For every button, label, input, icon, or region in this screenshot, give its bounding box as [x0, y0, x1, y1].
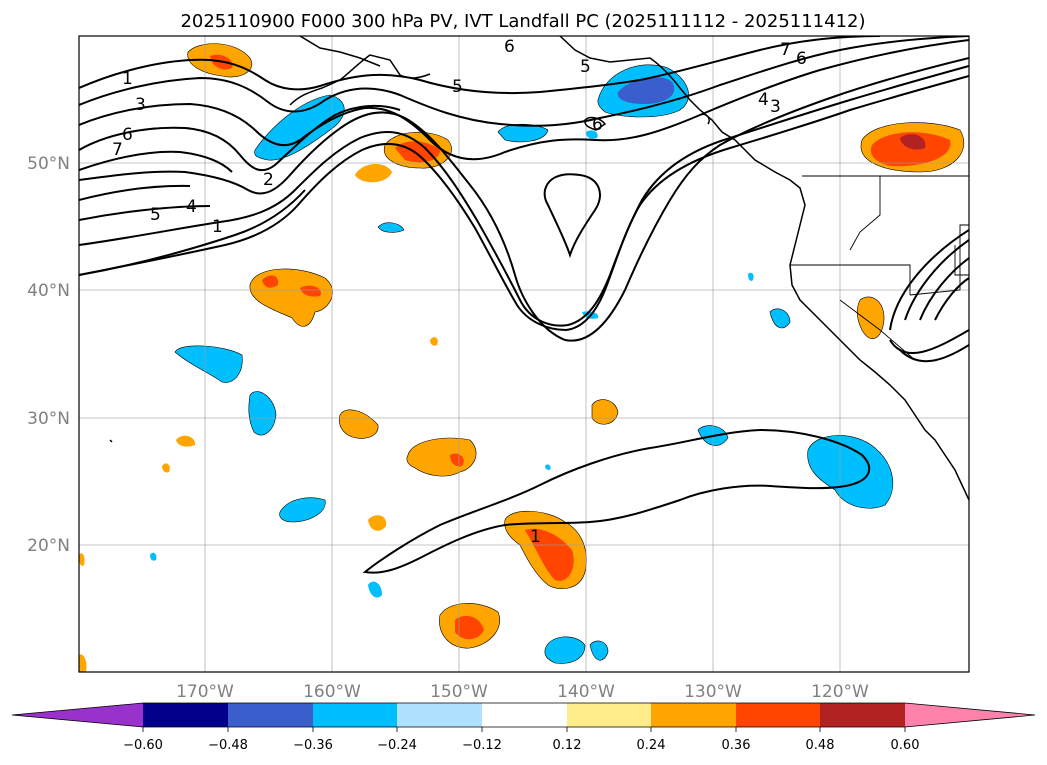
- contour-label: 6: [504, 37, 515, 57]
- colorbar-tick: −0.12: [462, 738, 502, 753]
- gridlines: [79, 36, 969, 672]
- contour-labels: 1 3 6 7 5 4 1 2 5 6 5 6 7 6 4 3 1: [112, 37, 807, 547]
- contour-label: 7: [112, 140, 123, 160]
- contour-label: 3: [770, 97, 781, 117]
- colorbar-segment: [313, 703, 397, 727]
- colorbar-tick: −0.36: [293, 738, 333, 753]
- colorbar-segment: [567, 703, 651, 727]
- colorbar-segment: [651, 703, 736, 727]
- pv-contours: [79, 36, 969, 574]
- colorbar: −0.60 −0.48 −0.36 −0.24 −0.12 0.12 0.24 …: [11, 702, 1036, 753]
- contour-label: 3: [135, 95, 146, 115]
- contour-label: 5: [452, 77, 463, 97]
- contour-label: 7: [780, 40, 791, 60]
- map-title: 2025110900 F000 300 hPa PV, IVT Landfall…: [180, 11, 865, 32]
- lon-label-140w: 140°W: [557, 682, 615, 702]
- contour-label: 2: [263, 170, 274, 190]
- colorbar-tick: 0.36: [722, 738, 751, 753]
- colorbar-segment: [482, 703, 567, 727]
- colorbar-segment: [397, 703, 482, 727]
- lon-label-160w: 160°W: [303, 682, 361, 702]
- contour-label: 1: [122, 69, 133, 89]
- colorbar-segment: [820, 703, 905, 727]
- lat-label-30n: 30°N: [27, 409, 70, 429]
- lat-labels: 50°N 40°N 30°N 20°N: [27, 154, 70, 556]
- lat-label-20n: 20°N: [27, 536, 70, 556]
- colorbar-tick: 0.24: [637, 738, 666, 753]
- contour-label: 4: [758, 90, 769, 110]
- colorbar-over-extension: [905, 703, 1035, 727]
- lat-label-40n: 40°N: [27, 281, 70, 301]
- map-panel: 1 3 6 7 5 4 1 2 5 6 5 6 7 6 4 3 1: [78, 35, 970, 673]
- colorbar-segment: [143, 703, 228, 727]
- lon-label-150w: 150°W: [430, 682, 488, 702]
- colorbar-tick: 0.60: [891, 738, 920, 753]
- colorbar-segment: [736, 703, 820, 727]
- contour-label: 6: [122, 125, 133, 145]
- colorbar-under-extension: [12, 703, 143, 727]
- colorbar-tick: −0.60: [123, 738, 163, 753]
- lon-label-120w: 120°W: [811, 682, 869, 702]
- lat-label-50n: 50°N: [27, 154, 70, 174]
- colorbar-tick-marks: [142, 727, 906, 732]
- pv-shading: [79, 43, 965, 672]
- lon-label-130w: 130°W: [684, 682, 742, 702]
- contour-label: 6: [592, 115, 603, 135]
- contour-label: 5: [580, 57, 591, 77]
- colorbar-tick: −0.24: [377, 738, 417, 753]
- colorbar-tick: −0.48: [208, 738, 248, 753]
- contour-label: 6: [796, 49, 807, 69]
- lon-label-170w: 170°W: [176, 682, 234, 702]
- colorbar-tick: 0.48: [806, 738, 835, 753]
- colorbar-tick: 0.12: [553, 738, 582, 753]
- contour-label: 4: [186, 197, 197, 217]
- contour-label: 1: [530, 527, 541, 547]
- contour-label: 5: [150, 205, 161, 225]
- contour-label: 1: [212, 217, 223, 237]
- colorbar-segment: [228, 703, 313, 727]
- lon-labels: 170°W 160°W 150°W 140°W 130°W 120°W: [176, 682, 869, 702]
- map-frame: [78, 35, 970, 673]
